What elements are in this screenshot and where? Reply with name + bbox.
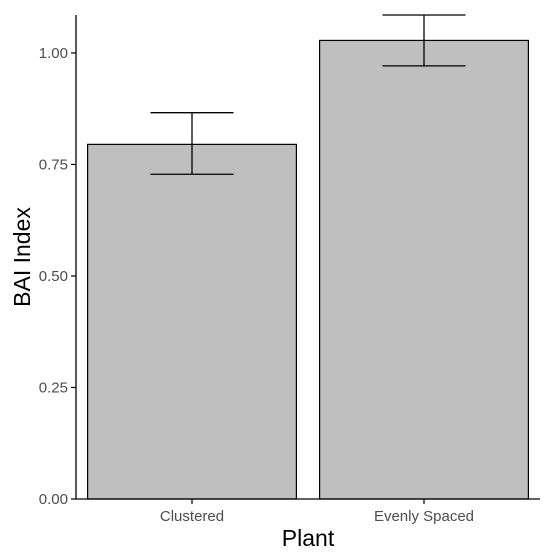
error-bar-clustered <box>150 112 234 175</box>
y-tick-label: 0.75 <box>39 156 68 173</box>
x-ticks-layer: Clustered Evenly Spaced <box>160 499 474 525</box>
error-bar-evenly-spaced <box>382 14 466 67</box>
bar-evenly-spaced <box>319 39 530 500</box>
y-axis-title: BAI Index <box>9 207 35 307</box>
y-tick-label: 0.50 <box>39 268 68 285</box>
y-ticks-layer: 0.00 0.25 0.50 0.75 1.00 <box>39 45 76 508</box>
y-tick-label: 1.00 <box>39 45 68 62</box>
x-tick-label: Clustered <box>160 508 224 525</box>
y-tick-label: 0.00 <box>39 491 68 508</box>
bars-layer <box>86 39 530 500</box>
bar-clustered <box>86 143 298 500</box>
error-bars-layer <box>150 14 466 175</box>
axes-layer <box>75 15 540 500</box>
x-tick-label: Evenly Spaced <box>374 508 474 525</box>
y-tick-label: 0.25 <box>39 379 68 396</box>
x-axis-title: Plant <box>282 525 335 551</box>
